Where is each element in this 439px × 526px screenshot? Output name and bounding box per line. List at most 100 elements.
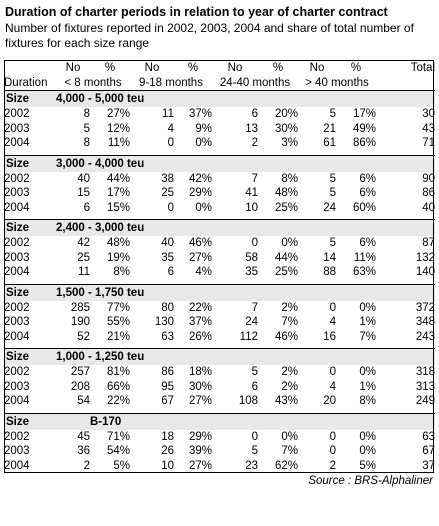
- percent-cell: 11%: [107, 137, 130, 150]
- table-row: 2002 257 81% 86 18% 5 2% 0 0% 318: [4, 365, 435, 380]
- percent-cell: 0%: [195, 201, 212, 214]
- percent-cell: 22%: [188, 301, 212, 314]
- header-row-top: No% No% No% No% Total: [4, 60, 435, 75]
- percent-cell: 11%: [353, 251, 376, 264]
- table-row: 2004 54 22% 67 27% 108 43% 20 8% 249: [4, 394, 435, 409]
- count-cell: 63: [161, 330, 174, 343]
- count-cell: 40: [77, 172, 90, 185]
- total-cell: 67: [422, 445, 435, 458]
- table-row: 2003 5 12% 4 9% 13 30% 21 49% 43: [4, 122, 435, 137]
- percent-cell: 46%: [188, 237, 212, 250]
- size-label: Size: [4, 412, 56, 430]
- table-row: 2004 2 5% 10 27% 23 62% 2 5% 37: [4, 459, 435, 474]
- table-row: 2003 25 19% 35 27% 58 44% 14 11% 132: [4, 251, 435, 266]
- count-cell: 14: [323, 251, 336, 264]
- total-cell: 71: [422, 137, 435, 150]
- year-cell: 2003: [4, 251, 30, 264]
- count-cell: 0: [167, 137, 174, 150]
- count-cell: 58: [245, 251, 258, 264]
- percent-cell: 9%: [195, 122, 212, 135]
- size-range-label: 2,400 - 3,000 teu: [56, 219, 435, 236]
- header-cell: No: [309, 61, 325, 74]
- table-row: 2004 11 8% 6 4% 35 25% 88 63% 140: [4, 265, 435, 280]
- header-cell: No: [227, 61, 243, 74]
- year-cell: 2003: [4, 380, 30, 393]
- year-cell: 2002: [4, 366, 30, 379]
- count-cell: 7: [251, 301, 258, 314]
- percent-cell: 27%: [188, 251, 212, 264]
- percent-cell: 66%: [106, 380, 130, 393]
- count-cell: 41: [245, 187, 258, 200]
- header-cell: No: [65, 61, 81, 74]
- percent-cell: 39%: [188, 445, 212, 458]
- count-cell: 24: [245, 316, 258, 329]
- percent-cell: 25%: [274, 266, 298, 279]
- count-cell: 13: [245, 122, 258, 135]
- percent-cell: 54%: [106, 445, 130, 458]
- year-cell: 2004: [4, 137, 30, 150]
- size-band-row: Size 3,000 - 4,000 teu: [4, 154, 435, 172]
- percent-cell: 49%: [352, 122, 376, 135]
- count-cell: 5: [251, 445, 258, 458]
- percent-cell: 1%: [359, 316, 376, 329]
- total-cell: 249: [415, 395, 435, 408]
- count-cell: 25: [77, 251, 90, 264]
- header-row-bottom: Duration < 8 months 9-18 months 24-40 month…: [4, 75, 435, 91]
- count-cell: 11: [162, 108, 174, 121]
- year-cell: 2004: [4, 459, 30, 472]
- year-cell: 2004: [4, 330, 30, 343]
- count-cell: 35: [245, 266, 258, 279]
- table-row: 2004 8 11% 0 0% 2 3% 61 86% 71: [4, 136, 435, 151]
- count-cell: 5: [251, 366, 258, 379]
- count-cell: 26: [161, 445, 174, 458]
- percent-cell: 8%: [359, 395, 376, 408]
- count-cell: 52: [77, 330, 90, 343]
- size-label: Size: [4, 90, 56, 107]
- count-cell: 190: [70, 316, 90, 329]
- percent-cell: 0%: [281, 430, 298, 443]
- count-cell: 16: [323, 330, 336, 343]
- count-cell: 40: [161, 237, 174, 250]
- percent-cell: 30%: [274, 122, 298, 135]
- percent-cell: 30%: [188, 380, 212, 393]
- count-cell: 38: [161, 172, 174, 185]
- count-cell: 6: [83, 201, 90, 214]
- year-cell: 2002: [4, 237, 30, 250]
- percent-cell: 6%: [359, 237, 376, 250]
- year-cell: 2003: [4, 187, 30, 200]
- header-range-label: > 40 months: [298, 75, 376, 91]
- count-cell: 95: [161, 380, 174, 393]
- header-cell: Total: [410, 61, 435, 74]
- percent-cell: 18%: [188, 366, 212, 379]
- percent-cell: 27%: [188, 459, 212, 472]
- fixtures-table: No% No% No% No% Total Duration < 8 months 9-18 …: [4, 60, 435, 473]
- percent-cell: 21%: [106, 330, 130, 343]
- count-cell: 0: [251, 237, 258, 250]
- table-row: 2003 208 66% 95 30% 6 2% 4 1% 313: [4, 380, 435, 395]
- count-cell: 4: [167, 122, 174, 135]
- count-cell: 67: [161, 395, 174, 408]
- percent-cell: 0%: [359, 430, 376, 443]
- percent-cell: 27%: [106, 108, 130, 121]
- percent-cell: 5%: [113, 459, 130, 472]
- size-label: Size: [4, 348, 56, 365]
- count-cell: 0: [329, 301, 336, 314]
- percent-cell: 8%: [113, 266, 130, 279]
- count-cell: 88: [323, 266, 336, 279]
- total-cell: 243: [415, 330, 435, 343]
- count-cell: 20: [323, 395, 336, 408]
- total-cell: 313: [415, 380, 435, 393]
- header-cell: %: [272, 61, 284, 74]
- count-cell: 11: [78, 266, 90, 279]
- table-title: Duration of charter periods in relation …: [5, 5, 388, 19]
- count-cell: 42: [77, 237, 90, 250]
- percent-cell: 0%: [195, 137, 212, 150]
- year-cell: 2002: [4, 172, 30, 185]
- percent-cell: 25%: [274, 201, 298, 214]
- total-cell: 30: [422, 108, 435, 121]
- size-label: Size: [4, 283, 56, 301]
- percent-cell: 48%: [274, 187, 298, 200]
- percent-cell: 17%: [106, 187, 130, 200]
- percent-cell: 1%: [359, 380, 376, 393]
- percent-cell: 81%: [106, 366, 130, 379]
